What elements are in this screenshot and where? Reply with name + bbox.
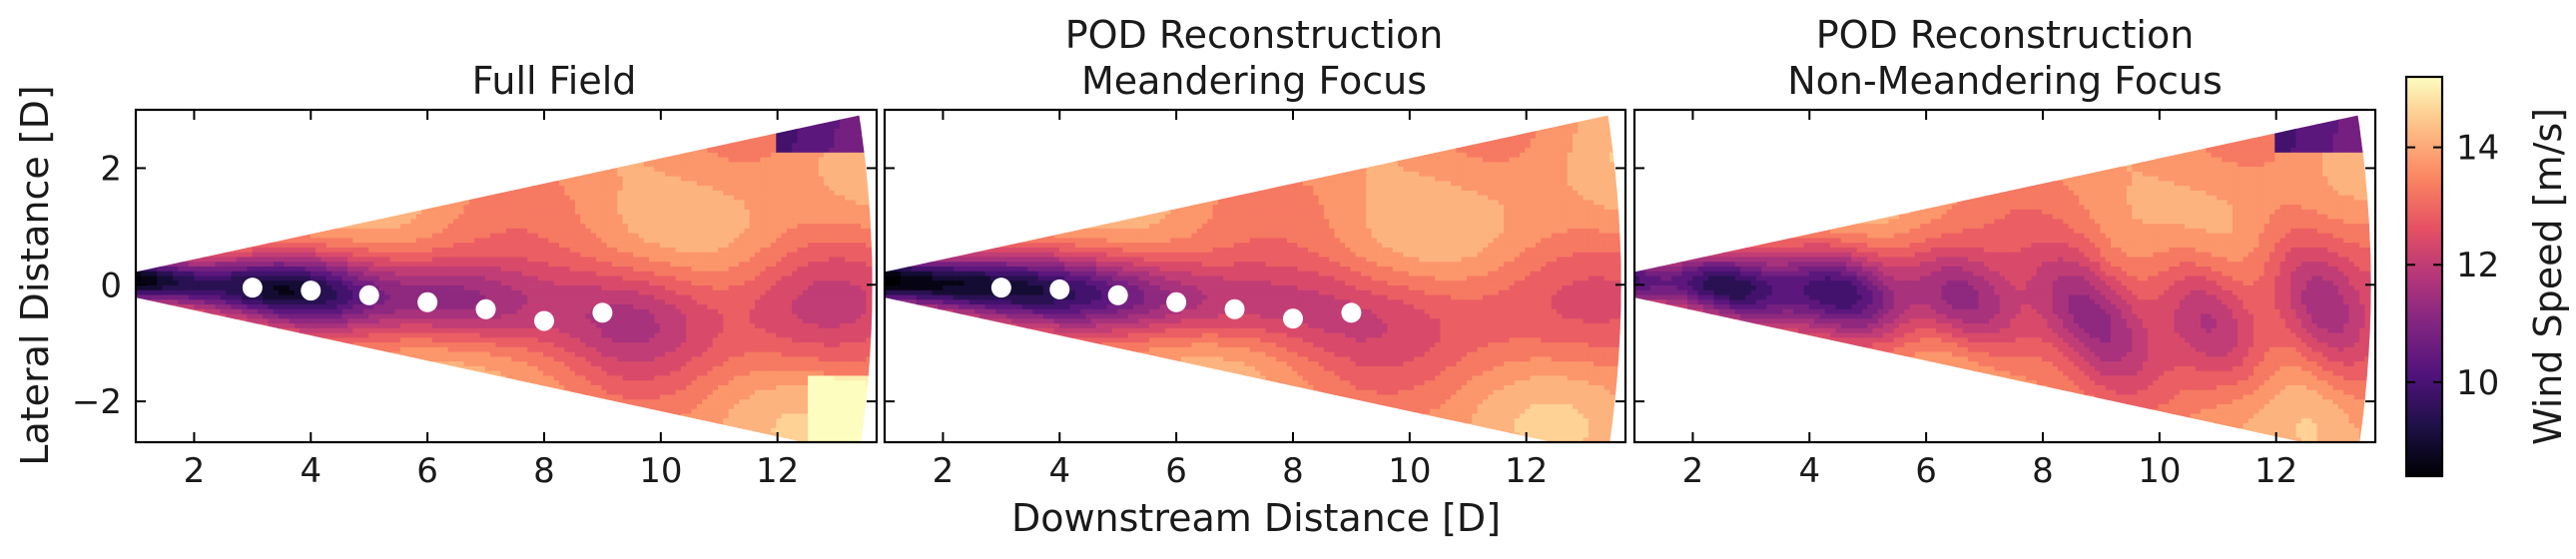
x-tick-label: 2 bbox=[1682, 451, 1704, 491]
x-tick-label: 8 bbox=[2032, 451, 2054, 491]
wake-center-point bbox=[533, 310, 554, 331]
wake-center-point bbox=[592, 302, 613, 323]
y-axis bbox=[885, 167, 1625, 403]
panel-title-line-2: Non-Meandering Focus bbox=[1787, 59, 2223, 103]
wind-field-contour bbox=[136, 115, 873, 443]
colorbar-gradient bbox=[2406, 77, 2442, 476]
colorbar: 10 12 14 Wind Speed [m/s] bbox=[2404, 75, 2570, 478]
wake-center-markers bbox=[990, 278, 1362, 329]
wind-field-contour bbox=[885, 115, 1621, 443]
panel-title-line-1: POD Reconstruction bbox=[1065, 13, 1444, 57]
colorbar-tick-label: 10 bbox=[2456, 363, 2499, 403]
x-tick-label: 2 bbox=[184, 451, 206, 491]
wake-center-point bbox=[1166, 291, 1187, 312]
wake-center-point bbox=[301, 280, 322, 301]
x-tick-label: 10 bbox=[1388, 451, 1431, 491]
x-axis: 2 4 6 8 10 12 bbox=[933, 110, 1548, 491]
y-axis: −2 0 2 bbox=[72, 149, 877, 422]
x-tick-label: 6 bbox=[1165, 451, 1187, 491]
colorbar-ticks: 10 12 14 bbox=[2406, 129, 2499, 403]
colorbar-frame bbox=[2404, 75, 2444, 478]
y-tick-label: −2 bbox=[72, 382, 122, 422]
panel-meandering-focus: POD Reconstruction Meandering Focus 2 4 6 8… bbox=[883, 13, 1627, 491]
x-tick-label: 4 bbox=[300, 451, 322, 491]
x-tick-label: 12 bbox=[756, 451, 799, 491]
panel-full-field: Full Field 2 4 6 8 10 12 −2 0 2 bbox=[72, 59, 879, 491]
x-tick-label: 8 bbox=[1282, 451, 1304, 491]
x-tick-label: 12 bbox=[1505, 451, 1548, 491]
x-axis: 2 4 6 8 10 12 bbox=[184, 110, 799, 491]
y-axis bbox=[1634, 167, 2375, 403]
wake-center-point bbox=[1341, 302, 1362, 323]
axes-frame bbox=[134, 108, 879, 444]
wake-center-point bbox=[1049, 279, 1070, 299]
wake-center-markers bbox=[242, 278, 613, 331]
wind-field-contour bbox=[1634, 115, 2371, 443]
panel-non-meandering-focus: POD Reconstruction Non-Meandering Focus … bbox=[1632, 13, 2377, 491]
y-tick-label: 0 bbox=[100, 266, 122, 305]
x-tick-label: 2 bbox=[933, 451, 955, 491]
x-tick-label: 4 bbox=[1798, 451, 1820, 491]
x-tick-label: 6 bbox=[416, 451, 438, 491]
panel-title-line-1: POD Reconstruction bbox=[1816, 13, 2195, 57]
wake-center-point bbox=[990, 278, 1011, 298]
colorbar-label: Wind Speed [m/s] bbox=[2526, 108, 2570, 445]
y-axis-label: Lateral Distance [D] bbox=[13, 85, 57, 465]
axes-frame bbox=[883, 108, 1627, 444]
x-tick-label: 4 bbox=[1048, 451, 1070, 491]
wake-center-point bbox=[1107, 284, 1128, 305]
wake-center-point bbox=[242, 278, 263, 298]
wake-center-point bbox=[1282, 308, 1303, 329]
wake-center-point bbox=[417, 291, 438, 312]
x-tick-label: 10 bbox=[2138, 451, 2181, 491]
colorbar-tick-label: 14 bbox=[2456, 129, 2499, 169]
x-axis: 2 4 6 8 10 12 bbox=[1682, 110, 2297, 491]
y-tick-label: 2 bbox=[100, 149, 122, 189]
x-tick-label: 10 bbox=[639, 451, 682, 491]
x-axis-label: Downstream Distance [D] bbox=[1011, 496, 1501, 540]
panel-title-line-1: Full Field bbox=[472, 59, 637, 103]
x-tick-label: 12 bbox=[2254, 451, 2297, 491]
wake-center-point bbox=[475, 298, 496, 319]
wake-center-point bbox=[1224, 298, 1245, 319]
axes-frame bbox=[1632, 108, 2377, 444]
colorbar-tick-label: 12 bbox=[2456, 246, 2499, 285]
wake-center-point bbox=[358, 284, 379, 305]
x-tick-label: 8 bbox=[533, 451, 555, 491]
panel-title-line-2: Meandering Focus bbox=[1081, 59, 1427, 103]
x-tick-label: 6 bbox=[1915, 451, 1937, 491]
